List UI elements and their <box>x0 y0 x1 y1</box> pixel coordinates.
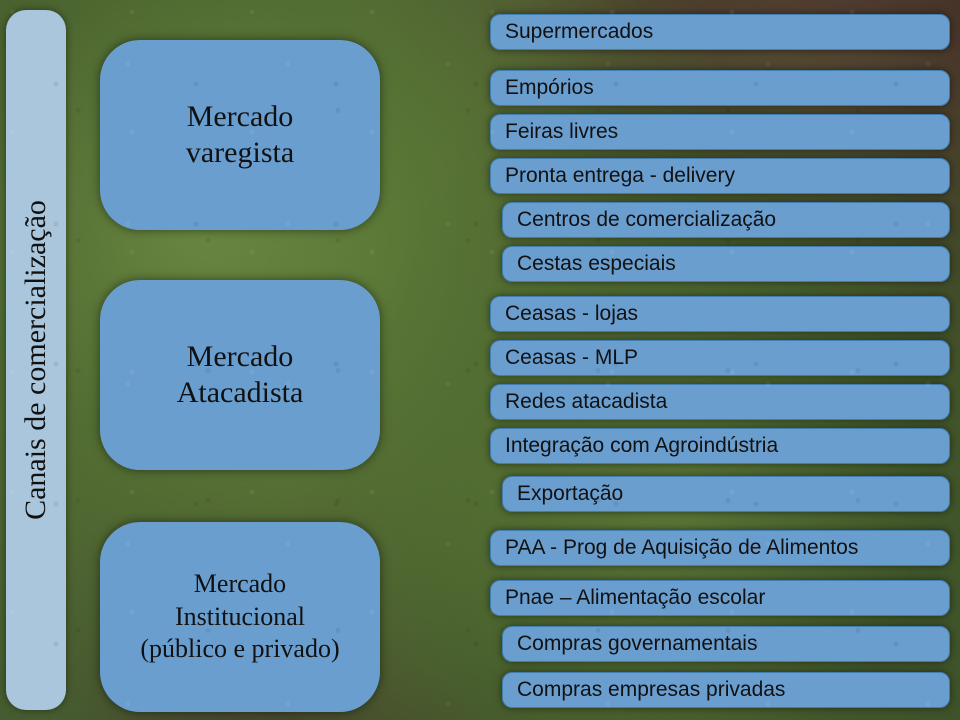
pill-pnae: Pnae – Alimentação escolar <box>490 580 950 616</box>
pill-label: Ceasas - MLP <box>505 346 638 370</box>
category-text: Mercado Atacadista <box>177 339 304 411</box>
pill-integracao: Integração com Agroindústria <box>490 428 950 464</box>
pill-exportacao: Exportação <box>502 476 950 512</box>
pill-ceasas-mlp: Ceasas - MLP <box>490 340 950 376</box>
pill-label: Centros de comercialização <box>517 208 776 232</box>
pill-label: Exportação <box>517 482 623 506</box>
category-line1: Mercado <box>177 339 304 375</box>
category-text: Mercado Institucional (público e privado… <box>140 568 339 666</box>
pill-redes: Redes atacadista <box>490 384 950 420</box>
side-column-label: Canais de comercialização <box>19 200 53 520</box>
category-institucional: Mercado Institucional (público e privado… <box>100 522 380 712</box>
pill-delivery: Pronta entrega - delivery <box>490 158 950 194</box>
pill-label: PAA - Prog de Aquisição de Alimentos <box>505 536 858 560</box>
category-text: Mercado varegista <box>186 99 294 171</box>
pill-compras-priv: Compras empresas privadas <box>502 672 950 708</box>
pill-compras-gov: Compras governamentais <box>502 626 950 662</box>
pill-emporios: Empórios <box>490 70 950 106</box>
pill-paa: PAA - Prog de Aquisição de Alimentos <box>490 530 950 566</box>
category-atacadista: Mercado Atacadista <box>100 280 380 470</box>
pill-label: Cestas especiais <box>517 252 676 276</box>
category-line2: varegista <box>186 135 294 171</box>
pill-label: Pnae – Alimentação escolar <box>505 586 765 610</box>
category-line1: Mercado <box>186 99 294 135</box>
pill-ceasas-lojas: Ceasas - lojas <box>490 296 950 332</box>
pill-label: Supermercados <box>505 20 653 44</box>
pill-label: Compras governamentais <box>517 632 757 656</box>
diagram-stage: Canais de comercialização Mercado varegi… <box>0 0 960 720</box>
category-line2: Institucional <box>140 601 339 634</box>
pill-label: Pronta entrega - delivery <box>505 164 735 188</box>
pill-cestas: Cestas especiais <box>502 246 950 282</box>
pill-label: Empórios <box>505 76 594 100</box>
category-line3: (público e privado) <box>140 633 339 666</box>
category-line2: Atacadista <box>177 375 304 411</box>
pill-supermercados: Supermercados <box>490 14 950 50</box>
pill-label: Feiras livres <box>505 120 618 144</box>
pill-label: Integração com Agroindústria <box>505 434 778 458</box>
pill-centros: Centros de comercialização <box>502 202 950 238</box>
pill-label: Redes atacadista <box>505 390 667 414</box>
category-line1: Mercado <box>140 568 339 601</box>
category-varegista: Mercado varegista <box>100 40 380 230</box>
side-column: Canais de comercialização <box>6 10 66 710</box>
pill-label: Compras empresas privadas <box>517 678 785 702</box>
pill-label: Ceasas - lojas <box>505 302 638 326</box>
pill-feiras: Feiras livres <box>490 114 950 150</box>
